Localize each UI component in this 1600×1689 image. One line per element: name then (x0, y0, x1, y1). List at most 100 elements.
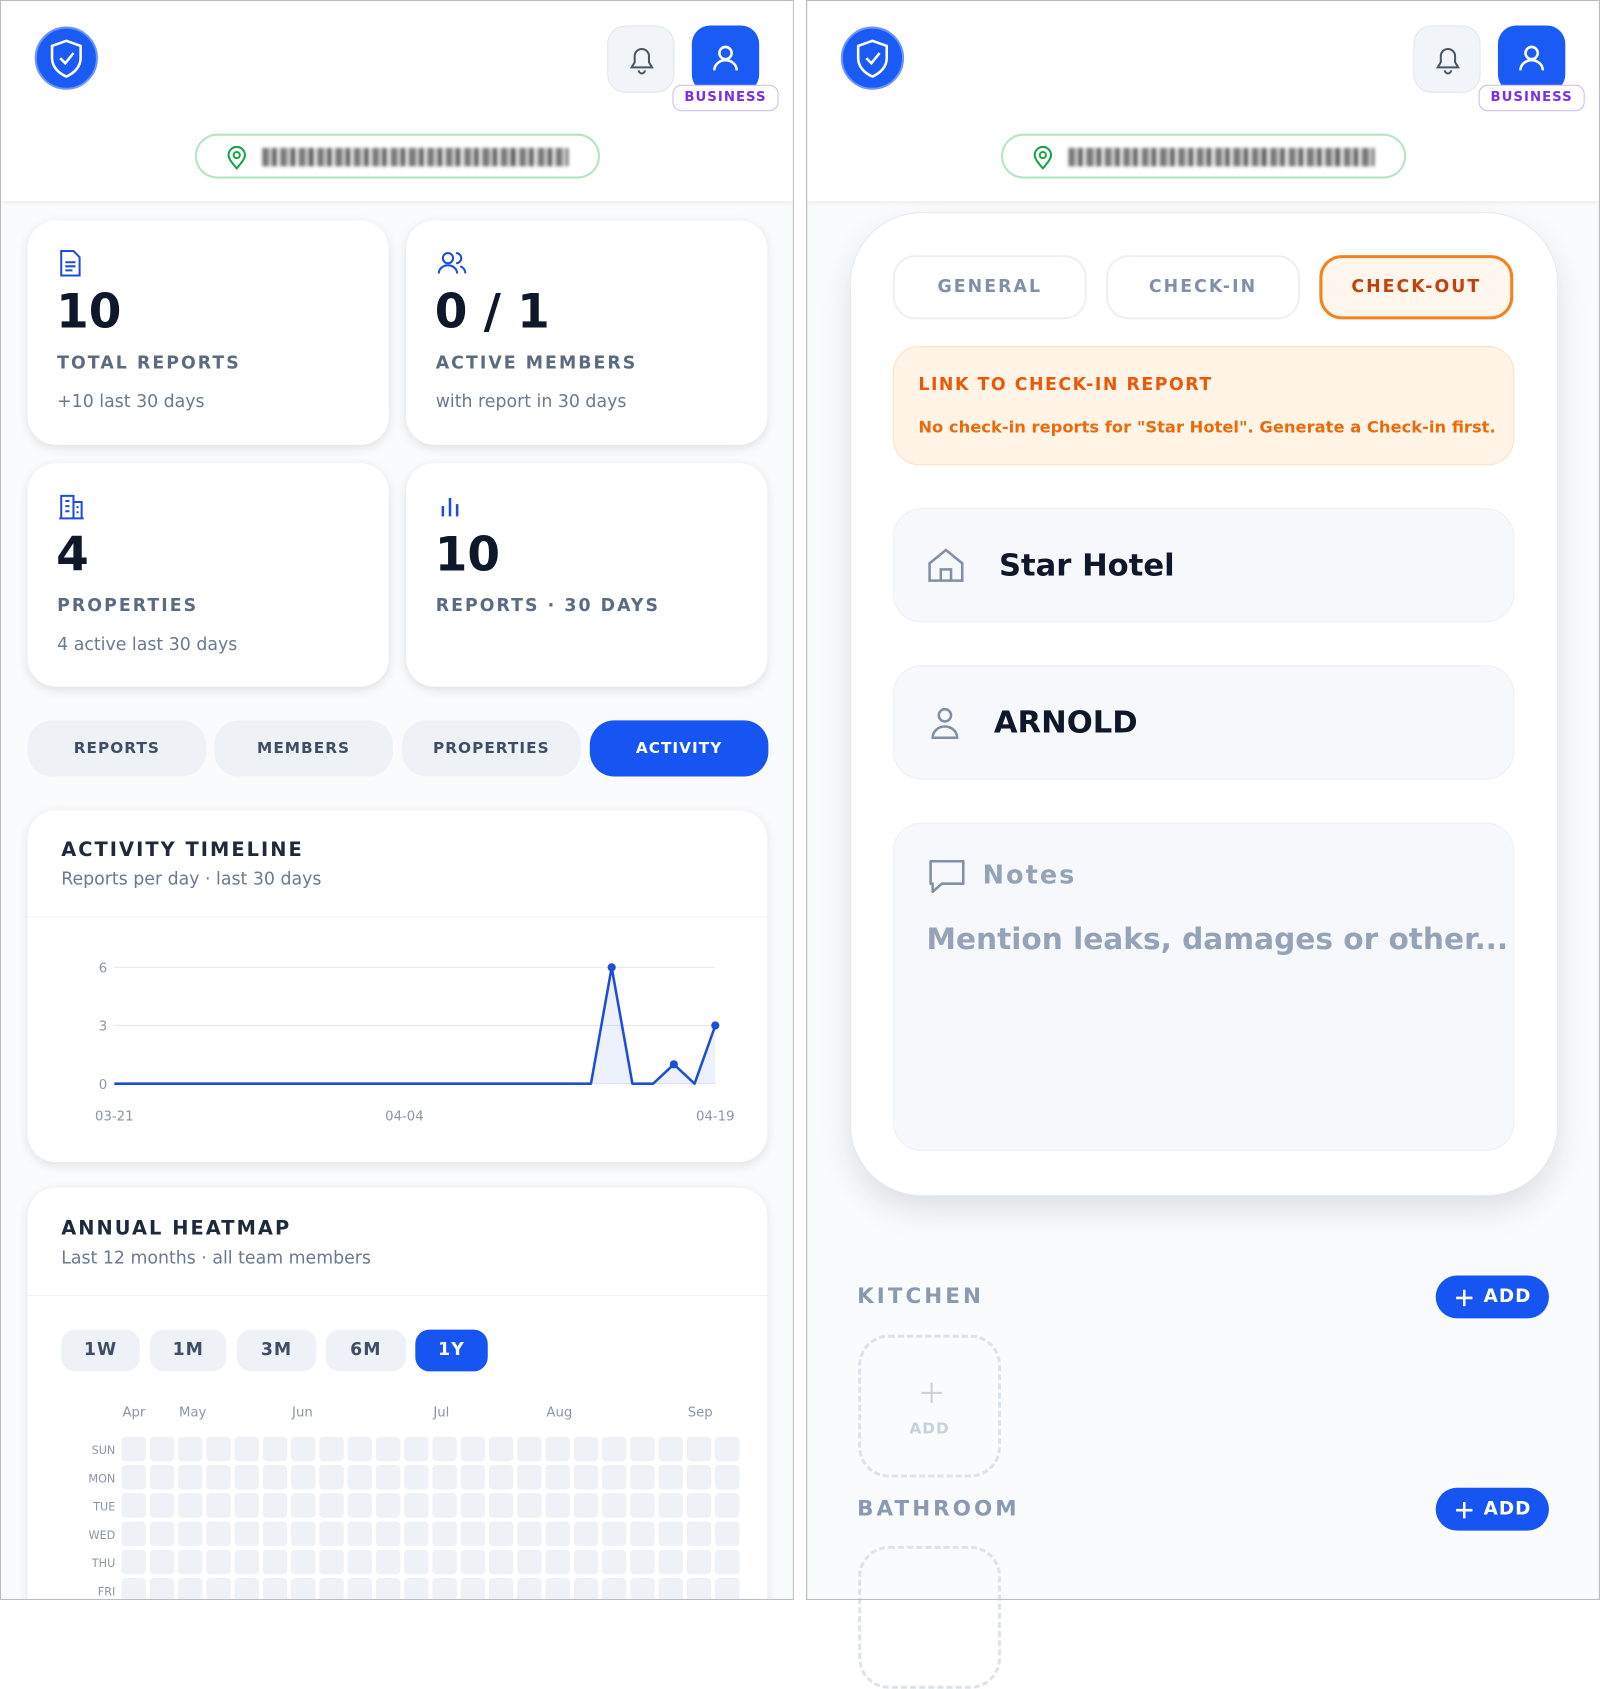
heatmap-cell (375, 1493, 401, 1518)
card-subtitle: Reports per day · last 30 days (61, 869, 322, 890)
range-button[interactable]: 6M (325, 1329, 407, 1372)
plan-badge: BUSINESS (672, 84, 779, 112)
tab[interactable]: REPORTS (27, 720, 207, 777)
x-tick-label: 04-19 (696, 1109, 735, 1124)
heatmap-cell (573, 1578, 599, 1599)
notes-field[interactable]: Notes Mention leaks, damages or other... (892, 822, 1515, 1152)
profile-button[interactable] (691, 25, 760, 93)
heatmap-cell (319, 1436, 344, 1462)
divider (27, 916, 768, 918)
stat-card: 0 / 1 ACTIVE MEMBERS with report in 30 d… (406, 220, 768, 445)
heatmap-cell (573, 1436, 599, 1462)
heatmap-cell (686, 1549, 712, 1575)
heatmap-cell (517, 1578, 542, 1599)
heatmap-cell (460, 1521, 486, 1547)
profile-button[interactable] (1497, 25, 1566, 93)
heatmap-cell (375, 1549, 401, 1575)
heatmap-cell (432, 1464, 457, 1490)
heatmap-cell (658, 1521, 683, 1547)
plan-badge: BUSINESS (1478, 84, 1585, 112)
add-tile[interactable] (858, 1545, 1002, 1689)
heatmap-cell (714, 1436, 740, 1462)
alert: LINK TO CHECK-IN REPORT No check-in repo… (892, 345, 1515, 466)
heatmap-cell (121, 1436, 146, 1462)
heatmap-cell (404, 1549, 429, 1575)
heatmap-cell (121, 1493, 146, 1518)
heatmap-cell (601, 1578, 627, 1599)
heatmap-cell (262, 1521, 288, 1547)
heatmap-cell (545, 1578, 570, 1599)
heatmap-cell (291, 1436, 316, 1462)
range-button[interactable]: 1M (149, 1329, 227, 1372)
heatmap-cell (291, 1464, 316, 1490)
heatmap-cell (573, 1464, 599, 1490)
heatmap-cell (601, 1493, 627, 1518)
tab[interactable]: CHECK-OUT (1319, 255, 1514, 320)
heatmap-cell (206, 1436, 231, 1462)
heatmap-cell (206, 1521, 231, 1547)
header: BUSINESS (1, 1, 793, 202)
heatmap-cell (488, 1493, 514, 1518)
heatmap-cell (375, 1436, 401, 1462)
heatmap-cell (714, 1578, 740, 1599)
stat-value: 10 (434, 526, 501, 582)
range-button[interactable]: 3M (236, 1329, 317, 1372)
tab[interactable]: PROPERTIES (402, 720, 581, 777)
tab[interactable]: GENERAL (892, 255, 1087, 320)
month-label: Aug (546, 1405, 572, 1420)
day-label: MON (88, 1472, 115, 1485)
heatmap-cell (714, 1521, 740, 1547)
heatmap-cell (460, 1493, 486, 1518)
member-field[interactable]: ARNOLD (892, 665, 1515, 780)
heatmap-cell (601, 1521, 627, 1547)
heatmap-cell (149, 1493, 175, 1518)
heatmap-cell (121, 1521, 146, 1547)
heatmap-cell (714, 1464, 740, 1490)
y-tick-label: 0 (99, 1078, 107, 1093)
notifications-button[interactable] (607, 25, 675, 93)
heatmap-cell (347, 1436, 373, 1462)
card-title: ACTIVITY TIMELINE (61, 838, 304, 862)
heatmap-cell (177, 1578, 203, 1599)
location-pill[interactable] (1001, 133, 1407, 179)
notifications-button[interactable] (1413, 25, 1481, 93)
heatmap-cell (432, 1493, 457, 1518)
logo[interactable] (840, 26, 905, 90)
heatmap-cell (291, 1521, 316, 1547)
divider (27, 1294, 768, 1296)
month-label: Jun (291, 1405, 313, 1420)
tab[interactable]: MEMBERS (214, 720, 393, 777)
heatmap-cell (347, 1549, 373, 1575)
logo[interactable] (34, 26, 98, 90)
property-field[interactable]: Star Hotel (892, 508, 1515, 623)
card-subtitle: Last 12 months · all team members (61, 1247, 371, 1269)
tab[interactable]: ACTIVITY (589, 720, 769, 777)
location-pill[interactable] (194, 133, 600, 179)
heatmap-cell (291, 1493, 316, 1518)
heatmap-cell (262, 1464, 288, 1490)
add-button[interactable]: ADD (1435, 1487, 1549, 1531)
heatmap-cell (149, 1436, 175, 1462)
heatmap-cell (658, 1578, 683, 1599)
line (114, 966, 717, 1085)
range-button[interactable]: 1Y (415, 1329, 488, 1372)
heatmap-cell (262, 1493, 288, 1518)
heatmap-cell (630, 1493, 655, 1518)
day-label: SUN (92, 1444, 116, 1457)
heatmap-cell (658, 1436, 683, 1462)
day-label: THU (91, 1557, 116, 1570)
heatmap-cell (121, 1464, 146, 1490)
stat-sub: +10 last 30 days (57, 391, 205, 413)
add-button-label: ADD (1483, 1285, 1532, 1308)
heatmap-cell (517, 1549, 542, 1575)
add-button[interactable]: ADD (1435, 1275, 1549, 1319)
heatmap-cell (517, 1464, 542, 1490)
add-tile[interactable]: ADD (858, 1334, 1002, 1478)
stat-label: PROPERTIES (57, 595, 199, 617)
range-button[interactable]: 1W (61, 1329, 140, 1372)
heatmap-cell (404, 1436, 429, 1462)
heatmap-cell (517, 1521, 542, 1547)
tab[interactable]: CHECK-IN (1106, 255, 1300, 320)
heatmap-cell (177, 1493, 203, 1518)
heatmap-cell (686, 1464, 712, 1490)
